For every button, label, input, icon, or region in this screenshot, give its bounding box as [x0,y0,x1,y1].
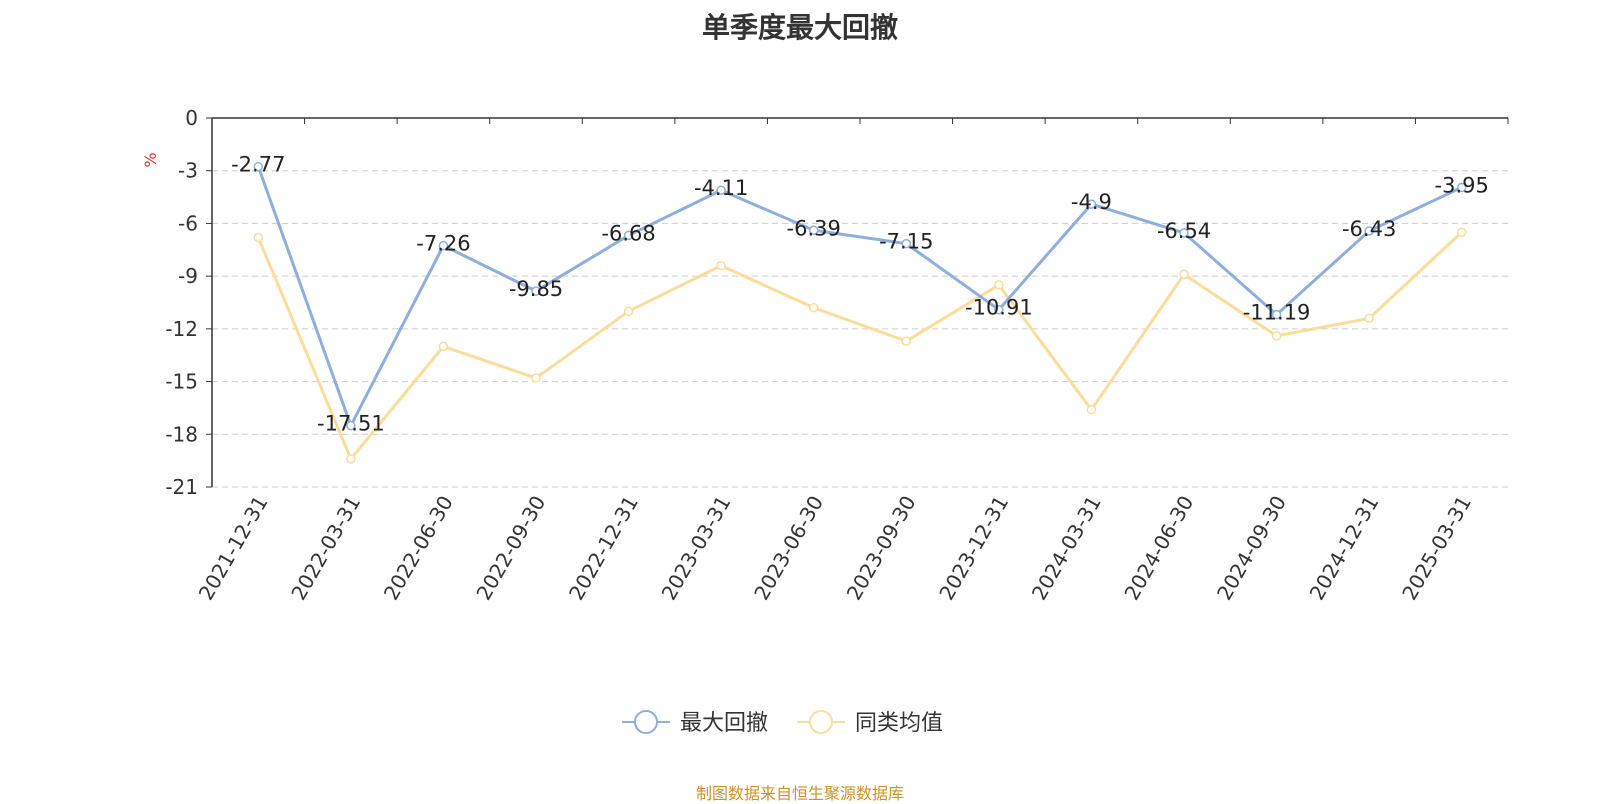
x-tick-label: 2024-06-30 [1119,492,1198,605]
data-label: -6.68 [601,221,655,245]
data-label: -3.95 [1435,173,1489,197]
data-point [438,240,449,251]
data-point [253,161,264,172]
legend-item-label: 同类均值 [855,711,943,736]
data-point [1179,228,1189,238]
x-tick-label: 2022-06-30 [379,492,458,605]
data-point [994,304,1004,315]
y-tick-label: -9 [178,264,198,288]
data-label: -4.11 [694,176,748,200]
data-point [1364,313,1374,324]
data-point [438,341,449,352]
x-tick-label: 2022-12-31 [564,492,643,605]
x-tick-label: 2023-09-30 [842,492,921,605]
data-point [901,336,912,346]
x-tick-label: 2023-03-31 [657,492,736,605]
data-label: -2.77 [231,153,285,177]
data-point [1179,269,1189,280]
data-point [1364,226,1374,236]
y-tick-label: 0 [185,106,198,130]
data-point [901,238,912,249]
chart-title: 单季度最大回撤 [701,11,898,44]
data-label: -7.15 [879,230,933,254]
data-source-note: 制图数据来自恒生聚源数据库 [695,784,904,803]
data-label: -10.91 [965,296,1033,320]
legend: 最大回撤 同类均值 [622,710,943,736]
data-point [1086,404,1097,415]
y-axis-label: % [141,152,160,167]
data-point [716,260,726,271]
data-point [808,225,819,236]
x-tick-label: 2022-03-31 [286,492,365,605]
series-layer [253,161,1467,464]
x-tick-label: 2025-03-31 [1397,492,1476,605]
data-point [808,303,819,313]
data-label: -6.39 [787,216,841,240]
legend-item-label: 最大回撤 [680,711,768,736]
y-tick-label: -6 [178,211,198,235]
x-tick-label: 2024-09-30 [1212,492,1291,605]
data-point [1456,182,1467,193]
data-point [623,230,634,241]
data-point [346,420,356,431]
x-tick-label: 2023-12-31 [934,492,1013,605]
data-label: -6.43 [1342,217,1396,241]
y-tick-label: -18 [165,422,198,446]
y-tick-label: -12 [165,317,198,341]
x-tick-label: 2021-12-31 [194,492,273,605]
series-line [256,231,1463,461]
data-point [1086,199,1097,209]
data-label: -11.19 [1243,301,1311,325]
legend-marker [634,710,658,734]
x-tick-label: 2022-09-30 [471,492,550,605]
data-point [1271,331,1282,341]
data-point [531,373,541,383]
data-point [716,185,726,195]
data-label: -4.9 [1071,190,1112,214]
x-tick-label: 2024-03-31 [1027,492,1106,605]
legend-marker [809,710,833,734]
data-label: -6.54 [1157,219,1211,243]
data-point [1271,309,1282,320]
y-tick-label: -15 [165,370,198,394]
x-tick-label: 2023-06-30 [749,492,828,605]
x-tick-label: 2024-12-31 [1305,492,1384,605]
data-point [346,454,356,464]
data-label: -17.51 [317,412,385,436]
data-label: -7.26 [416,232,470,256]
data-label: -9.85 [509,277,563,301]
data-point [1456,227,1467,237]
data-point [531,286,541,296]
data-label-layer: -2.77 -17.51 -7.26 -9.85 -6.68 -4.11 -6.39 -7.1… [231,153,1489,436]
data-point [253,232,264,243]
data-point [994,280,1004,290]
y-tick-label: -21 [165,475,198,499]
y-tick-label: -3 [178,159,198,183]
series-line [256,166,1463,428]
data-point [623,306,634,317]
axis-layer: 0 -3 -6 -9 -12 -15 -18 -21% 2021-12-31 2022-03-31… [141,106,1509,605]
